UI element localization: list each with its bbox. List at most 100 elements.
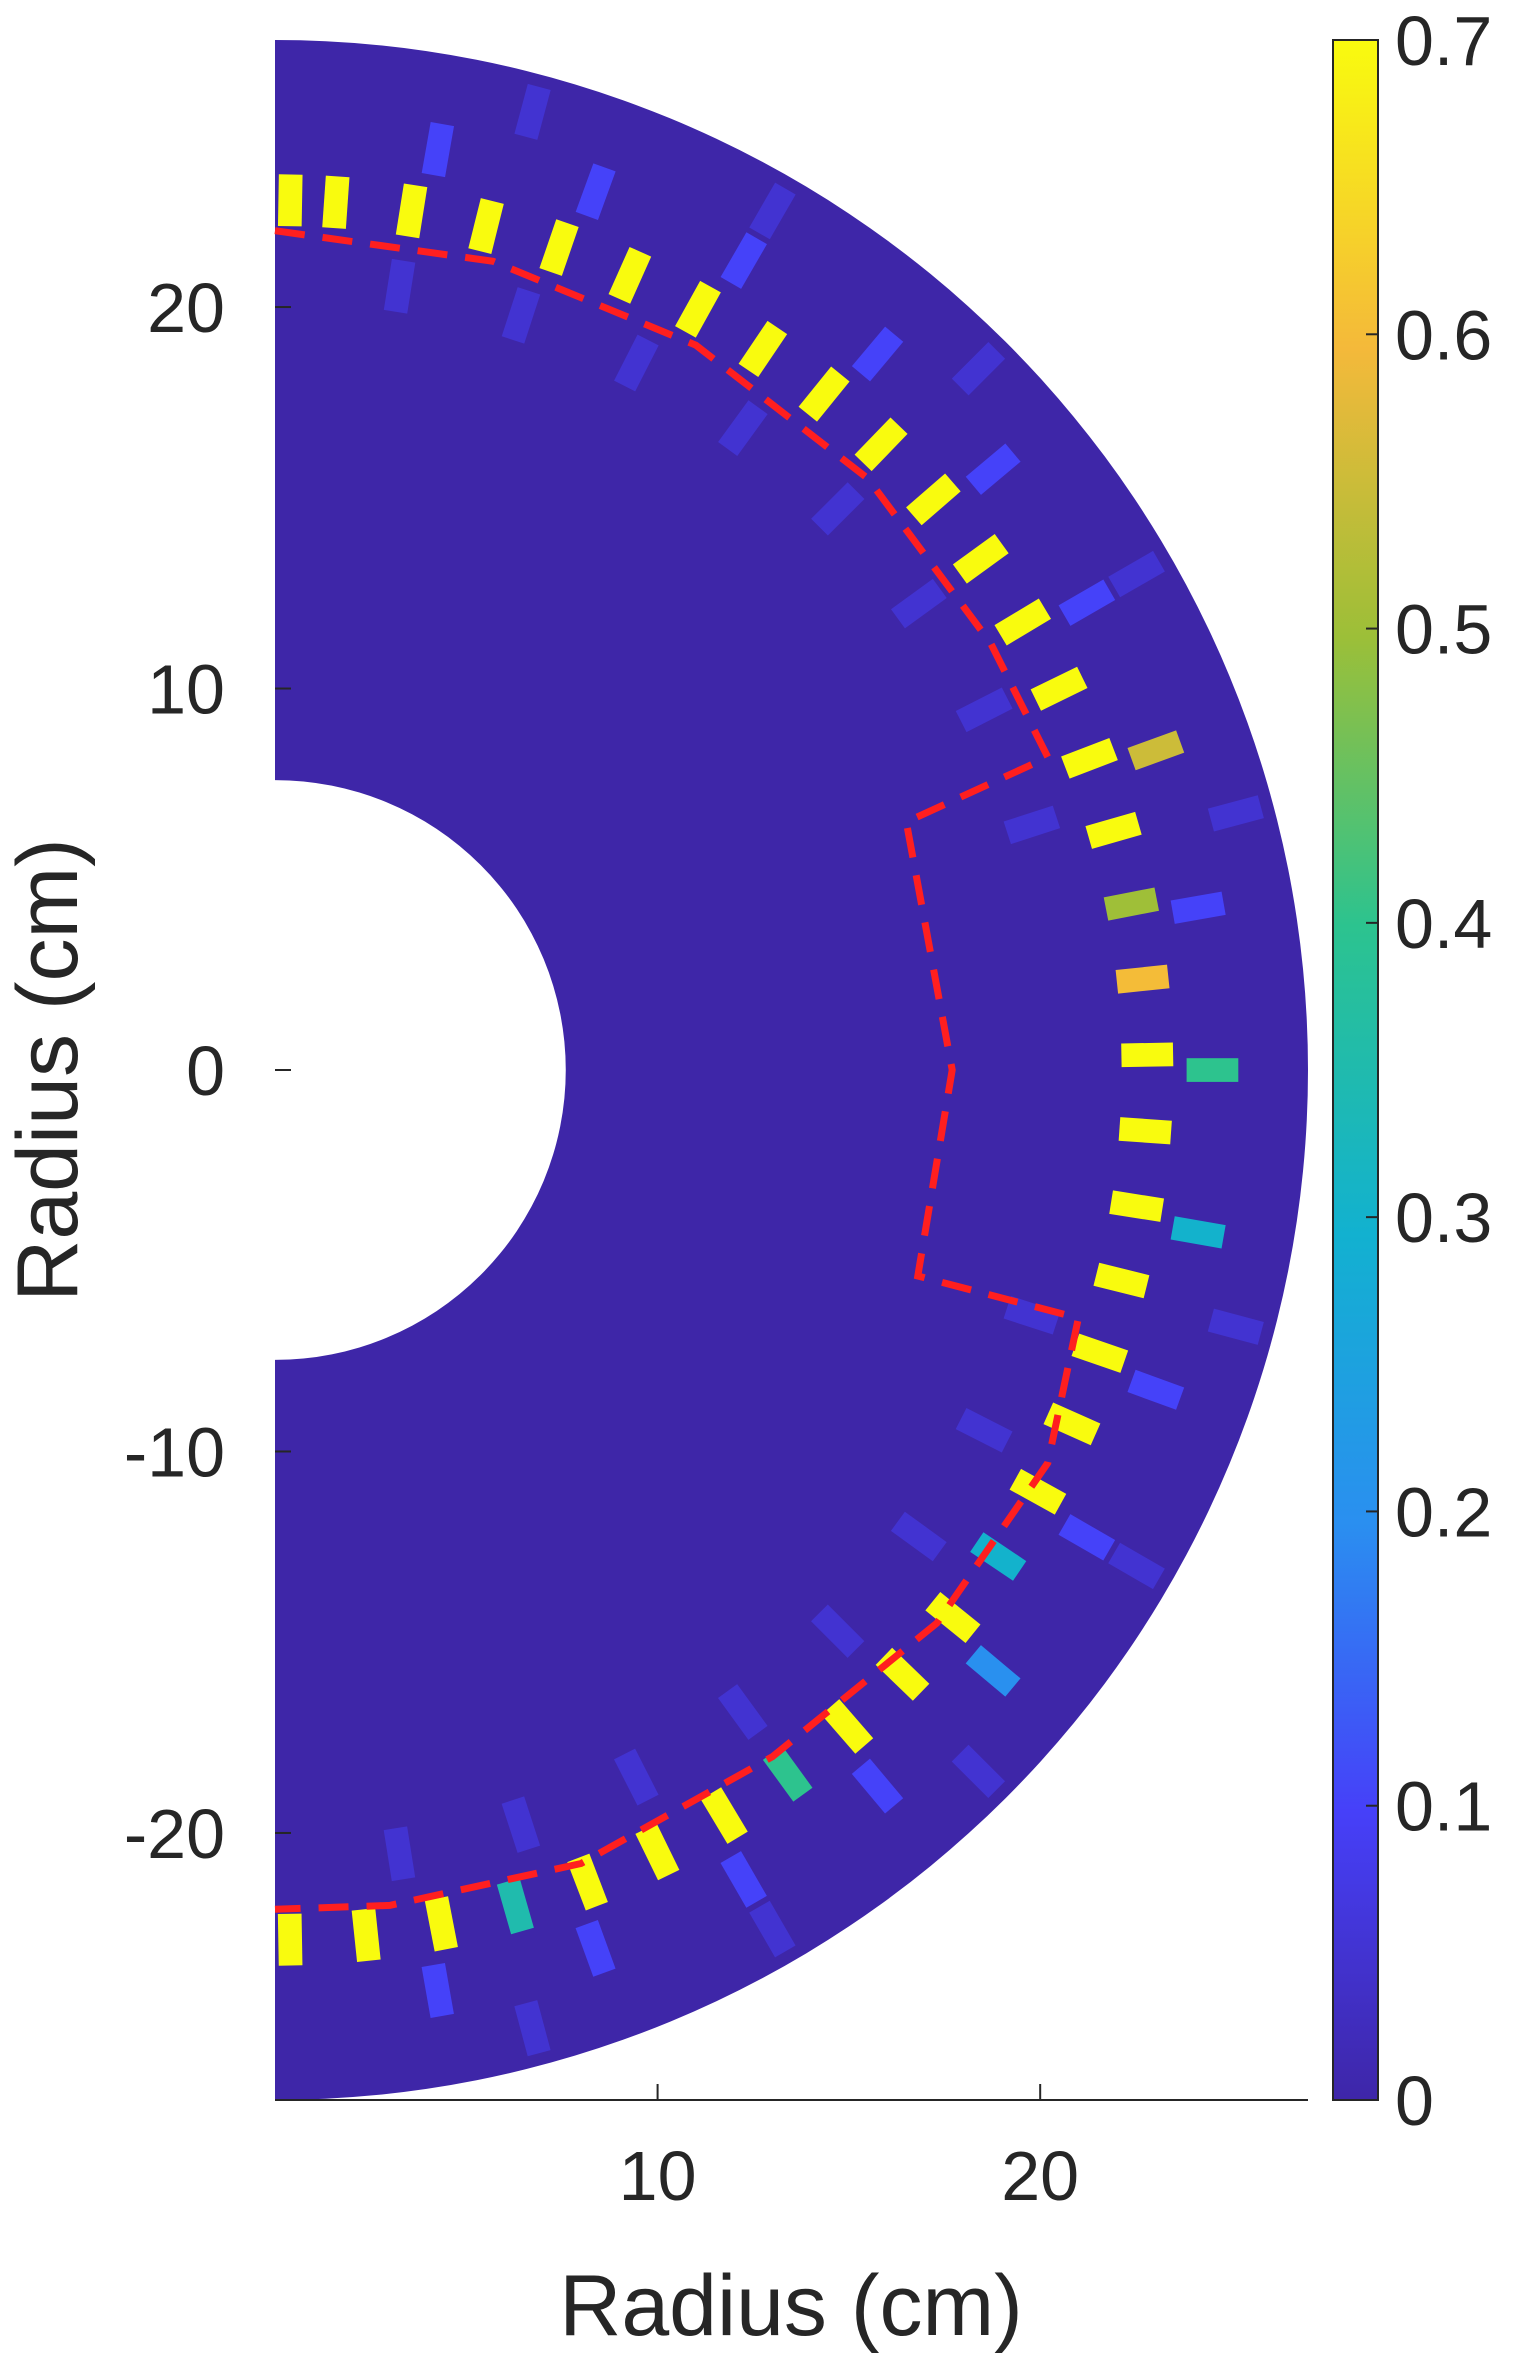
x-axis-label: Radius (cm)	[559, 2258, 1023, 2354]
colorbar-tick-label: 0.3	[1395, 1179, 1492, 1257]
heatmap-cell	[749, 182, 796, 240]
heatmap-cell	[890, 578, 947, 629]
x-tick-label: 10	[619, 2137, 697, 2215]
heatmap-cell	[955, 1407, 1013, 1453]
x-axis: 10 20 Radius (cm)	[275, 2084, 1308, 2354]
heatmap-cell	[635, 1823, 680, 1881]
annulus-background	[275, 40, 1308, 2100]
heatmap-cell	[1093, 1262, 1150, 1299]
y-tick-group: -20 -10 0 10 20	[124, 269, 291, 1873]
heatmap-cell	[424, 1896, 458, 1952]
heatmap-cell	[1061, 738, 1118, 779]
heatmap-cell	[1108, 550, 1165, 598]
y-axis: -20 -10 0 10 20 Radius (cm)	[0, 269, 291, 1873]
heatmap-cell	[854, 417, 908, 472]
heatmap-cell	[1186, 1058, 1239, 1082]
heatmap-cell	[383, 258, 416, 314]
colorbar-tick-group: 0 0.1 0.2 0.3 0.4 0.5 0.6 0.7	[1366, 2, 1492, 2140]
heatmap-cell	[965, 443, 1021, 495]
heatmap-cell	[1127, 730, 1185, 771]
heatmap-cell	[798, 366, 850, 422]
heatmap-cell	[1071, 1333, 1129, 1373]
heatmap-cell	[718, 1684, 768, 1740]
heatmap-cell	[675, 280, 721, 338]
colorbar-tick-label: 0.4	[1395, 885, 1492, 963]
y-tick-label: 20	[147, 269, 225, 347]
heatmap-cell	[421, 122, 455, 178]
heatmap-cell	[613, 1748, 659, 1806]
colorbar: 0 0.1 0.2 0.3 0.4 0.5 0.6 0.7	[1332, 2, 1492, 2140]
heatmap-cell	[1207, 795, 1264, 832]
heatmap-cell	[890, 1511, 947, 1562]
colorbar-tick-label: 0.5	[1395, 591, 1492, 669]
heatmap-cell	[1121, 1042, 1174, 1068]
heatmap-cell	[514, 83, 551, 140]
heatmap-cell	[1170, 891, 1226, 924]
heatmap-cell	[277, 174, 303, 227]
heatmap-cell	[1207, 1308, 1264, 1345]
boundary-dashed-line	[274, 227, 1083, 1913]
heatmap-cell	[501, 1796, 541, 1853]
heatmap-cell	[1058, 1514, 1116, 1561]
heatmap-cell	[1170, 1216, 1226, 1249]
heatmap-cell	[501, 287, 541, 344]
heatmap-cell	[514, 2000, 551, 2057]
heatmap-cell	[952, 534, 1009, 584]
heatmap-cell	[1085, 811, 1142, 849]
heatmap-cell	[925, 1591, 981, 1643]
heatmap-cell	[965, 1645, 1021, 1697]
heatmap-cell	[383, 1826, 416, 1882]
heatmap-cell	[608, 246, 652, 304]
colorbar-tick-label: 0.6	[1395, 296, 1492, 374]
y-tick-label: -20	[124, 1795, 225, 1873]
heatmap-cell	[851, 1758, 904, 1814]
heatmap-cell	[1115, 964, 1170, 994]
heatmap-cell	[468, 198, 504, 255]
heatmap-cell	[575, 1920, 616, 1977]
heatmap-cell	[738, 320, 788, 377]
heatmap-cell	[322, 175, 350, 229]
heatmap-cell	[720, 1851, 767, 1908]
heatmap-cell	[1003, 805, 1061, 845]
heatmap-cell	[1030, 666, 1088, 711]
heatmap-cell	[1127, 1369, 1185, 1410]
x-tick-label: 20	[1001, 2137, 1079, 2215]
heatmap-cell	[700, 1787, 748, 1844]
heatmap-cell	[575, 163, 616, 221]
plot-area	[274, 40, 1308, 2100]
heatmap-cell	[1009, 1468, 1067, 1515]
heatmap-cell	[851, 326, 904, 382]
heatmap-cell	[1109, 1190, 1165, 1222]
heatmap-cell	[496, 1878, 534, 1935]
heatmap-cells	[277, 83, 1264, 2057]
colorbar-tick-label: 0.1	[1395, 1768, 1492, 1846]
y-tick-label: -10	[124, 1413, 225, 1491]
heatmap-cell	[811, 482, 865, 536]
heatmap-cell	[1103, 887, 1159, 921]
heatmap-cell	[395, 183, 428, 239]
heatmap-cell	[811, 1604, 865, 1658]
heatmap-cell	[994, 598, 1052, 646]
heatmap-cell	[1003, 1296, 1061, 1335]
heatmap-cell	[614, 334, 659, 392]
heatmap-cell	[955, 687, 1013, 733]
heatmap-cell	[351, 1908, 381, 1963]
heatmap-cell	[1043, 1402, 1101, 1446]
heatmap-cell	[951, 1744, 1006, 1799]
heatmap-cell	[539, 219, 579, 276]
heatmap-cell	[1108, 1542, 1165, 1590]
heatmap-cell	[1058, 579, 1116, 626]
y-axis-label: Radius (cm)	[0, 838, 96, 1302]
heatmap-cell	[720, 232, 767, 289]
heatmap-cell	[1118, 1117, 1172, 1145]
heatmap-cell	[951, 342, 1006, 396]
heatmap-cell	[821, 1699, 874, 1754]
y-tick-label: 10	[147, 651, 225, 729]
heatmap-cell	[277, 1913, 303, 1966]
heatmap-cell	[421, 1962, 454, 2018]
heatmap-cell	[906, 473, 961, 526]
heatmap-cell	[749, 1900, 796, 1958]
heatmap-cell	[718, 400, 768, 456]
colorbar-tick-label: 0	[1395, 2062, 1434, 2140]
